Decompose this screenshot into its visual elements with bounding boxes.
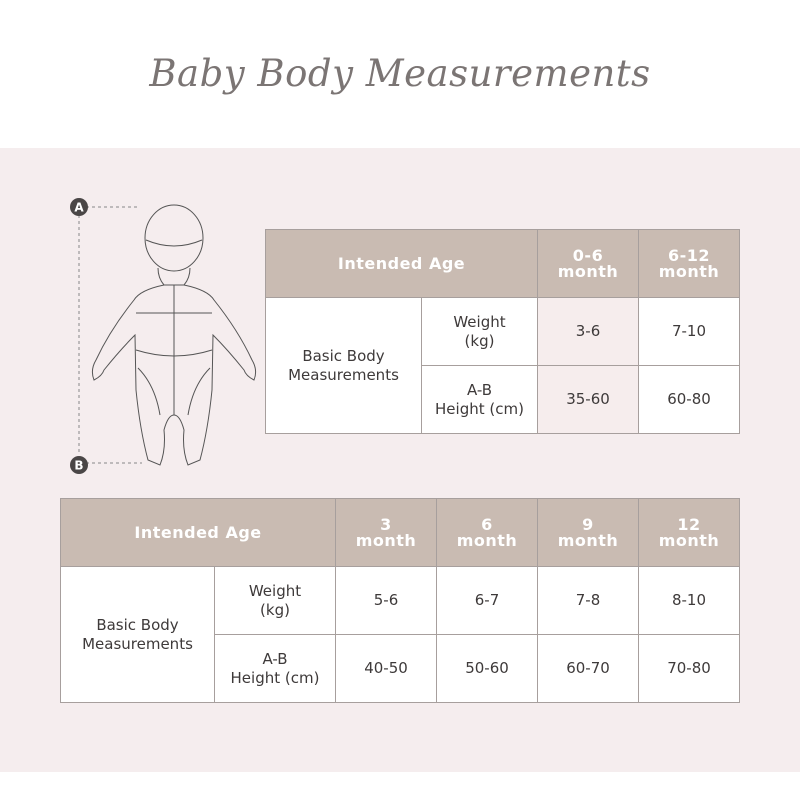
value-cell: 8-10	[638, 566, 740, 635]
measurements-table-0-12-months: Intended Age 0-6 month 6-12 month Basic Bo…	[265, 229, 740, 434]
row-label-weight: Weight (kg)	[214, 566, 336, 635]
marker-a-label: A	[74, 201, 84, 215]
value-cell: 60-70	[537, 634, 639, 703]
intended-age-header: Intended Age	[60, 498, 336, 567]
value-cell: 3-6	[537, 297, 639, 366]
measurements-table-3-12-months: Intended Age 3 month 6 month 9 month 12 mont…	[60, 498, 740, 703]
intended-age-header: Intended Age	[265, 229, 538, 298]
age-header: 0-6 month	[537, 229, 639, 298]
group-label: Basic Body Measurements	[265, 297, 422, 434]
value-cell: 7-8	[537, 566, 639, 635]
value-cell: 40-50	[335, 634, 437, 703]
value-cell: 7-10	[638, 297, 740, 366]
value-cell: 35-60	[537, 365, 639, 434]
value-cell: 5-6	[335, 566, 437, 635]
value-cell: 6-7	[436, 566, 538, 635]
marker-b-label: B	[74, 459, 83, 473]
marker-a	[70, 198, 88, 216]
group-label: Basic Body Measurements	[60, 566, 215, 703]
value-cell: 70-80	[638, 634, 740, 703]
row-label-weight: Weight (kg)	[421, 297, 538, 366]
age-header: 3 month	[335, 498, 437, 567]
page-title: Baby Body Measurements	[149, 52, 651, 95]
age-header: 6-12 month	[638, 229, 740, 298]
marker-b	[70, 456, 88, 474]
baby-figure-illustration: A B	[70, 198, 257, 474]
value-cell: 60-80	[638, 365, 740, 434]
age-header: 6 month	[436, 498, 538, 567]
age-header: 12 month	[638, 498, 740, 567]
value-cell: 50-60	[436, 634, 538, 703]
age-header: 9 month	[537, 498, 639, 567]
row-label-height: A-B Height (cm)	[421, 365, 538, 434]
row-label-height: A-B Height (cm)	[214, 634, 336, 703]
